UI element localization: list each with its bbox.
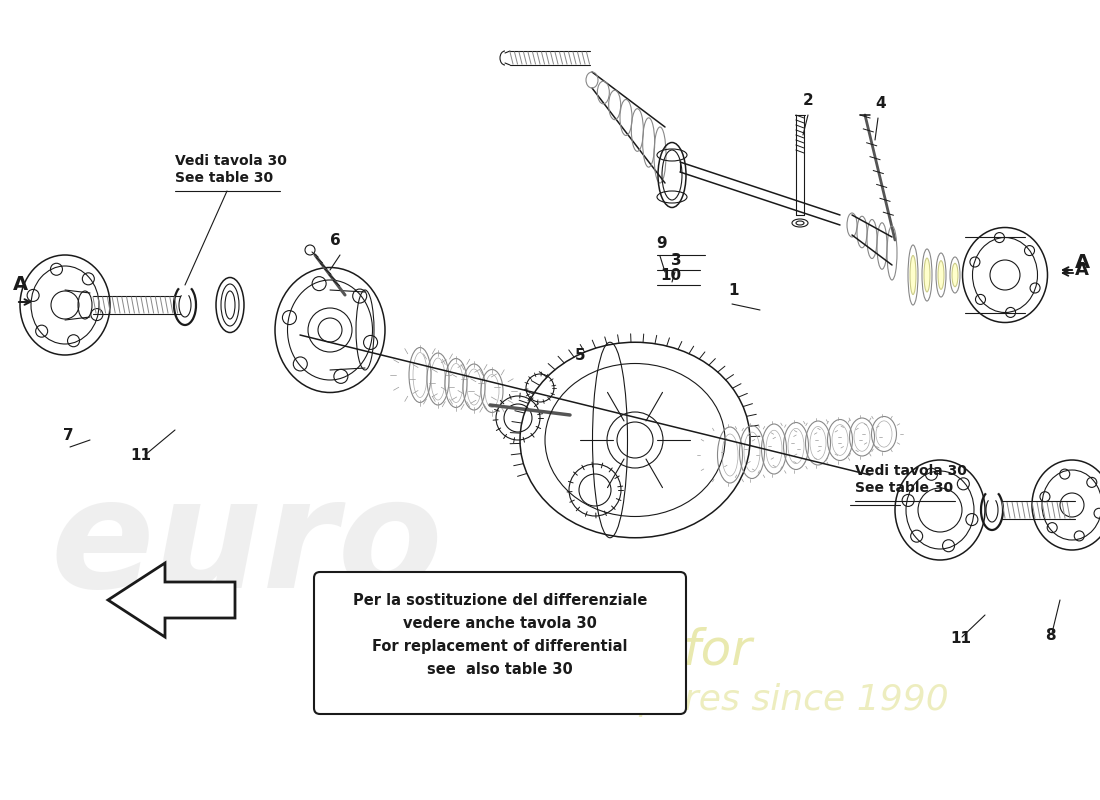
Text: Vedi tavola 30: Vedi tavola 30	[175, 154, 287, 168]
Text: 11: 11	[950, 631, 971, 646]
Ellipse shape	[924, 258, 930, 292]
Text: 6: 6	[330, 233, 341, 248]
Text: see  also table 30: see also table 30	[427, 662, 573, 677]
Ellipse shape	[910, 255, 916, 294]
Text: 1: 1	[728, 283, 738, 298]
Text: 8: 8	[1045, 628, 1056, 643]
Text: 10: 10	[660, 268, 681, 283]
Text: 5: 5	[575, 348, 585, 363]
Text: A: A	[1075, 253, 1090, 272]
Ellipse shape	[938, 261, 944, 290]
Text: See table 30: See table 30	[855, 481, 953, 495]
Text: vedere anche tavola 30: vedere anche tavola 30	[403, 616, 597, 631]
Text: See table 30: See table 30	[175, 171, 273, 185]
Text: euro: euro	[50, 471, 442, 620]
Text: spares since 1990: spares since 1990	[620, 683, 948, 717]
Text: 3: 3	[671, 253, 682, 268]
Text: 4: 4	[874, 96, 886, 111]
Text: A: A	[1075, 261, 1089, 279]
Text: a passion for: a passion for	[430, 627, 751, 675]
Text: 11: 11	[130, 448, 151, 463]
FancyBboxPatch shape	[314, 572, 686, 714]
Text: 9: 9	[656, 236, 667, 251]
Text: 7: 7	[63, 428, 74, 443]
Text: 2: 2	[803, 93, 814, 108]
Text: A: A	[13, 275, 29, 294]
Ellipse shape	[952, 263, 958, 286]
Polygon shape	[108, 563, 235, 637]
Text: Per la sostituzione del differenziale: Per la sostituzione del differenziale	[353, 593, 647, 608]
Text: Vedi tavola 30: Vedi tavola 30	[855, 464, 967, 478]
Text: For replacement of differential: For replacement of differential	[372, 639, 628, 654]
